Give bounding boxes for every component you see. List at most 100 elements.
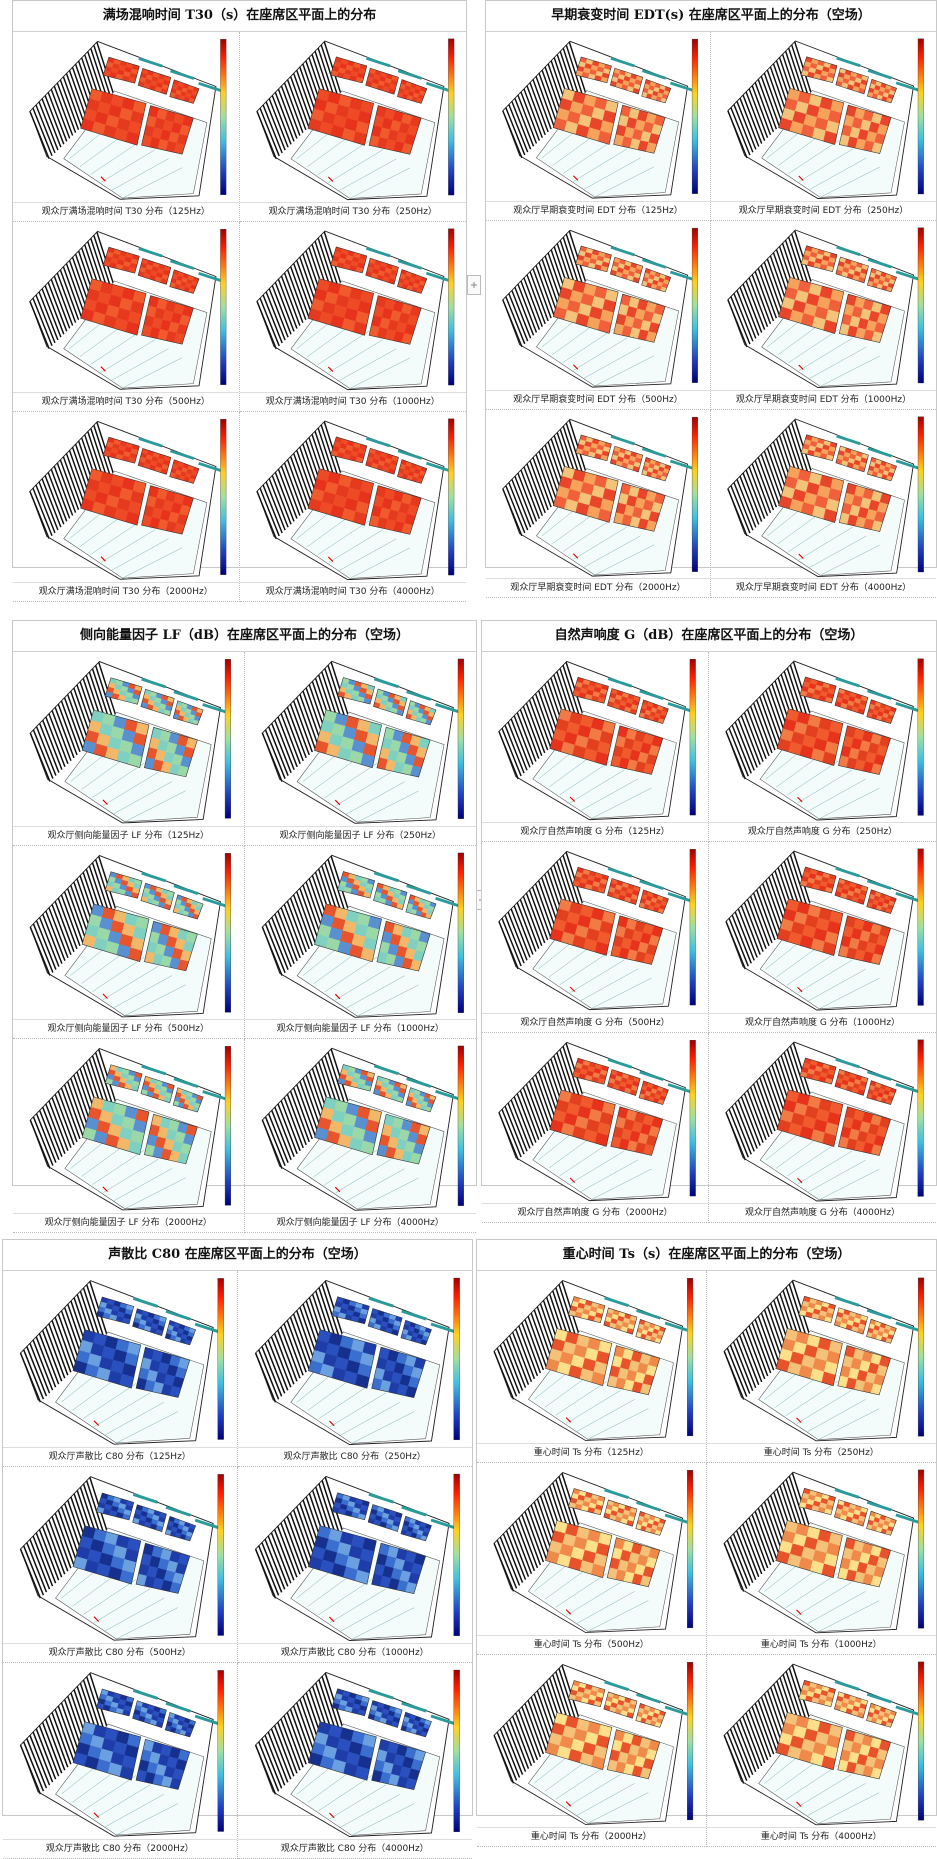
colorbar [218, 1278, 224, 1439]
figure: 重心时间 Ts 分布（250Hz） [707, 1271, 937, 1463]
figure: 观众厅满场混响时间 T30 分布（250Hz） [240, 32, 467, 222]
seat-map [238, 1271, 473, 1447]
seat-map [477, 1655, 706, 1827]
figure-image [238, 1663, 473, 1839]
colorbar [448, 39, 454, 195]
seat-map [477, 1463, 706, 1635]
figure-caption: 观众厅侧向能量因子 LF 分布（2000Hz） [13, 1213, 244, 1232]
figure: 观众厅早期衰变时间 EDT 分布（250Hz） [711, 32, 936, 221]
colorbar [918, 416, 924, 571]
colorbar [453, 1474, 459, 1636]
colorbar [453, 1670, 459, 1832]
colorbar [918, 1470, 924, 1628]
colorbar [225, 659, 231, 818]
seat-map [3, 1467, 237, 1643]
colorbar [453, 1278, 459, 1440]
figure-panel: 声散比 C80 在座席区平面上的分布（空场）观众厅声散比 C80 分布（125H… [2, 1239, 473, 1816]
figure-caption: 观众厅声散比 C80 分布（125Hz） [3, 1447, 237, 1466]
seat-map [486, 32, 710, 201]
seat-map [711, 221, 936, 390]
colorbar [218, 1474, 224, 1635]
figure-grid: 重心时间 Ts 分布（125Hz）重心时间 Ts 分布（250Hz）重心时间 T… [477, 1271, 936, 1847]
colorbar [918, 1039, 924, 1196]
colorbar [690, 1040, 696, 1196]
figure: 观众厅满场混响时间 T30 分布（2000Hz） [13, 412, 240, 602]
figure-image [240, 32, 467, 202]
figure-panel: 早期衰变时间 EDT(s) 在座席区平面上的分布（空场） 观众厅早期衰变时间 ED… [485, 0, 937, 568]
seat-map [13, 412, 239, 582]
seat-map [707, 1271, 937, 1443]
figure-image [3, 1271, 237, 1447]
colorbar [918, 849, 924, 1006]
panel-title: 早期衰变时间 EDT(s) 在座席区平面上的分布（空场） [486, 1, 936, 32]
figure: 重心时间 Ts 分布（500Hz） [477, 1463, 707, 1655]
seat-map [482, 842, 708, 1012]
figure: 观众厅侧向能量因子 LF 分布（2000Hz） [13, 1039, 245, 1233]
figure-image [709, 652, 936, 822]
colorbar [918, 659, 924, 816]
figure: 观众厅自然声响度 G 分布（250Hz） [709, 652, 936, 842]
figure: 观众厅满场混响时间 T30 分布（125Hz） [13, 32, 240, 222]
seat-map [477, 1271, 706, 1443]
colorbar [225, 853, 231, 1012]
seat-map [709, 1033, 936, 1203]
figure-image [486, 410, 710, 579]
figure-image [477, 1271, 706, 1443]
seat-map [486, 221, 710, 390]
seat-map [3, 1663, 237, 1839]
figure: 观众厅自然声响度 G 分布（4000Hz） [709, 1033, 936, 1223]
figure-caption: 观众厅侧向能量因子 LF 分布（250Hz） [245, 826, 477, 845]
figure-panel: 自然声响度 G（dB）在座席区平面上的分布（空场） 观众厅自然声响度 G 分布（1… [481, 620, 937, 1186]
figure-image [477, 1655, 706, 1827]
figure-image [482, 842, 708, 1012]
figure-caption: 观众厅声散比 C80 分布（1000Hz） [238, 1643, 473, 1662]
seat-map [245, 652, 477, 826]
panel-title: 满场混响时间 T30（s）在座席区平面上的分布 [13, 1, 466, 32]
figure-image [711, 221, 936, 390]
figure-caption: 观众厅自然声响度 G 分布（4000Hz） [709, 1203, 936, 1222]
colorbar [448, 229, 454, 385]
figure-caption: 观众厅满场混响时间 T30 分布（500Hz） [13, 392, 239, 411]
page: 满场混响时间 T30（s）在座席区平面上的分布观众厅满场混响时间 T30 分布（… [0, 0, 937, 1818]
figure-image [707, 1271, 937, 1443]
figure-caption: 观众厅满场混响时间 T30 分布（250Hz） [240, 202, 467, 221]
figure: 观众厅声散比 C80 分布（1000Hz） [238, 1467, 473, 1663]
figure-caption: 观众厅早期衰变时间 EDT 分布（250Hz） [711, 201, 936, 220]
figure: 观众厅早期衰变时间 EDT 分布（2000Hz） [486, 410, 711, 599]
figure: 观众厅早期衰变时间 EDT 分布（4000Hz） [711, 410, 936, 599]
plus-icon [468, 276, 480, 294]
figure: 观众厅侧向能量因子 LF 分布（125Hz） [13, 652, 245, 846]
figure-caption: 观众厅满场混响时间 T30 分布（1000Hz） [240, 392, 467, 411]
seat-map [245, 1039, 477, 1213]
expand-button[interactable] [467, 275, 481, 295]
colorbar [690, 659, 696, 815]
figure: 观众厅侧向能量因子 LF 分布（1000Hz） [245, 846, 477, 1040]
figure-panel: 满场混响时间 T30（s）在座席区平面上的分布观众厅满场混响时间 T30 分布（… [12, 0, 467, 568]
figure-image [238, 1271, 473, 1447]
figure-caption: 重心时间 Ts 分布（250Hz） [707, 1443, 937, 1462]
colorbar [448, 419, 454, 575]
figure: 观众厅声散比 C80 分布（125Hz） [3, 1271, 238, 1467]
figure: 观众厅自然声响度 G 分布（1000Hz） [709, 842, 936, 1032]
figure-image [477, 1463, 706, 1635]
figure-caption: 观众厅自然声响度 G 分布（2000Hz） [482, 1203, 708, 1222]
figure-caption: 观众厅自然声响度 G 分布（1000Hz） [709, 1013, 936, 1032]
figure-caption: 观众厅侧向能量因子 LF 分布（500Hz） [13, 1019, 244, 1038]
figure: 观众厅早期衰变时间 EDT 分布（1000Hz） [711, 221, 936, 410]
colorbar [692, 417, 698, 572]
seat-map [709, 652, 936, 822]
colorbar [220, 419, 226, 575]
panel-title: 自然声响度 G（dB）在座席区平面上的分布（空场） [482, 621, 936, 652]
figure-image [245, 1039, 477, 1213]
seat-map [711, 410, 936, 579]
colorbar [457, 853, 463, 1013]
seat-map [13, 846, 244, 1020]
figure-image [486, 32, 710, 201]
figure-caption: 重心时间 Ts 分布（1000Hz） [707, 1635, 937, 1654]
figure-image [238, 1467, 473, 1643]
figure-grid: 观众厅早期衰变时间 EDT 分布（125Hz）观众厅早期衰变时间 EDT 分布（… [486, 32, 936, 598]
colorbar [225, 1047, 231, 1206]
figure: 重心时间 Ts 分布（2000Hz） [477, 1655, 707, 1847]
figure: 观众厅声散比 C80 分布（250Hz） [238, 1271, 473, 1467]
figure-grid: 观众厅自然声响度 G 分布（125Hz）观众厅自然声响度 G 分布（250Hz）… [482, 652, 936, 1223]
